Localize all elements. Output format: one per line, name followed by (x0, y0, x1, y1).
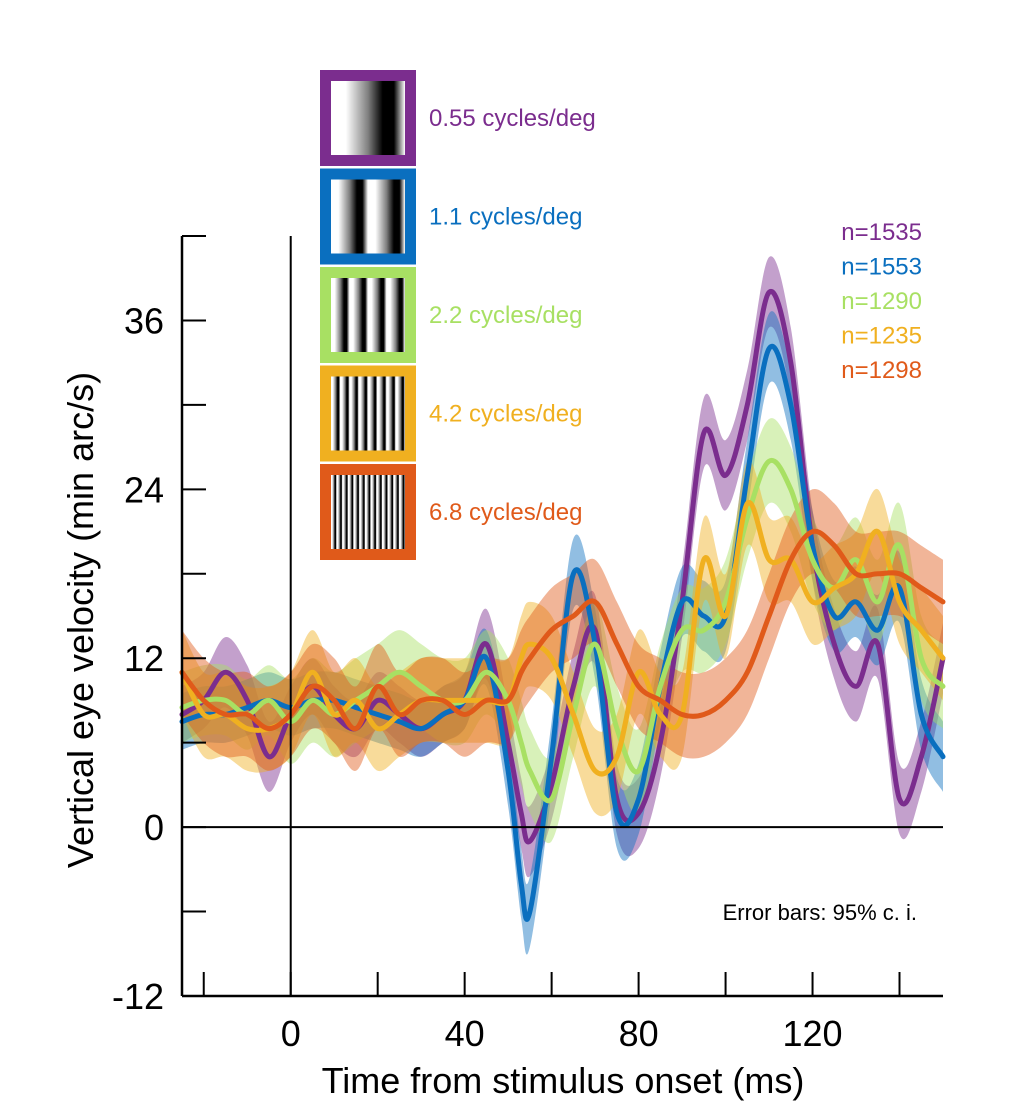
x-tick-label: 120 (783, 1013, 843, 1054)
grating-icon (331, 376, 405, 451)
legend-item: 2.2 cycles/deg (320, 267, 582, 363)
grating-icon (331, 475, 405, 549)
y-ticks: -12 0 12 24 36 (112, 235, 206, 1017)
sample-size-label: n=1298 (841, 357, 922, 384)
axes: -12 0 12 24 36 0 40 80 120 (112, 235, 943, 1054)
ci-band-2-2 (182, 418, 943, 844)
y-tick-label: 12 (124, 638, 164, 679)
grating-icon (331, 81, 405, 155)
sample-size-label: n=1235 (841, 323, 922, 350)
error-bars-annotation: Error bars: 95% c. i. (723, 900, 917, 925)
legend-label: 0.55 cycles/deg (429, 105, 596, 132)
legend-item: 4.2 cycles/deg (320, 365, 582, 462)
y-axis-title: Vertical eye velocity (min arc/s) (60, 372, 101, 868)
sample-size-labels: n=1535 n=1553 n=1290 n=1235 n=1298 (841, 219, 922, 384)
sample-size-label: n=1535 (841, 219, 922, 246)
sample-size-label: n=1553 (841, 254, 922, 281)
legend-item: 1.1 cycles/deg (320, 168, 582, 265)
series-line-6-8 (179, 528, 946, 732)
grating-icon (331, 278, 405, 352)
y-tick-label: 0 (144, 807, 164, 848)
y-tick-label: -12 (112, 976, 164, 1017)
legend: 0.55 cycles/deg 1.1 cycles/deg 2.2 cycles/… (320, 70, 596, 560)
series-line-2-2 (179, 457, 946, 804)
legend-label: 4.2 cycles/deg (429, 401, 582, 428)
legend-label: 2.2 cycles/deg (429, 302, 582, 329)
series-lines (179, 288, 946, 922)
legend-label: 1.1 cycles/deg (429, 204, 582, 231)
y-tick-label: 24 (124, 469, 164, 510)
x-ticks: 0 40 80 120 (202, 972, 901, 1054)
x-tick-label: 80 (619, 1013, 659, 1054)
series-line-4-2 (179, 500, 946, 777)
y-tick-label: 36 (124, 300, 164, 341)
legend-item: 0.55 cycles/deg (320, 70, 596, 166)
legend-item: 6.8 cycles/deg (320, 464, 582, 560)
x-tick-label: 0 (281, 1013, 301, 1054)
legend-label: 6.8 cycles/deg (429, 499, 582, 526)
sample-size-label: n=1290 (841, 288, 922, 315)
x-tick-label: 40 (445, 1013, 485, 1054)
x-axis-title: Time from stimulus onset (ms) (322, 1060, 805, 1101)
grating-icon (331, 179, 405, 254)
